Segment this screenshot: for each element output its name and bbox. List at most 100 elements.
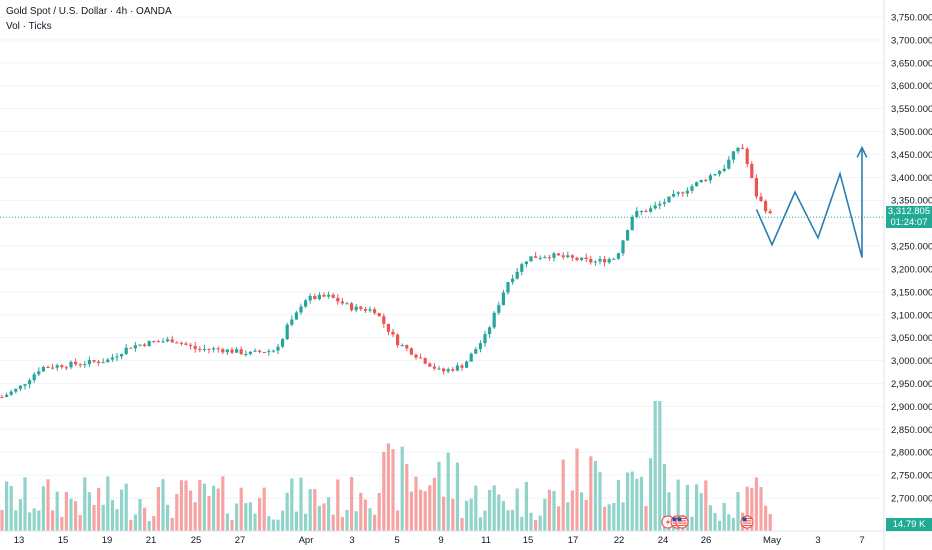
price-axis[interactable]: 2,700.000 2,750.000 2,800.000 2,850.000 2,90… xyxy=(891,13,932,505)
volume-bar xyxy=(285,492,289,531)
volume-bar xyxy=(110,499,114,531)
candle-body xyxy=(120,354,124,357)
candle-body xyxy=(202,348,206,350)
candle-body xyxy=(741,147,745,149)
volume-bar xyxy=(437,461,441,531)
candle-body xyxy=(722,168,726,171)
candle-body xyxy=(115,356,119,358)
candle-body xyxy=(731,151,735,160)
candle-body xyxy=(465,361,469,368)
candle-body xyxy=(653,205,657,209)
volume-indicator-label[interactable]: Vol · Ticks xyxy=(6,21,52,32)
volume-bar xyxy=(419,489,423,531)
price-tick-label: 3,050.000 xyxy=(891,333,932,344)
candle-body xyxy=(428,363,432,367)
candle-body xyxy=(713,174,717,176)
candle-body xyxy=(308,296,312,301)
candle-body xyxy=(754,178,758,197)
candle-body xyxy=(488,327,492,335)
volume-bar xyxy=(713,512,717,531)
symbol-title[interactable]: Gold Spot / U.S. Dollar · 4h · OANDA xyxy=(6,6,172,17)
volume-bar xyxy=(423,491,427,531)
candle-body xyxy=(285,324,289,340)
candle-body xyxy=(276,346,280,351)
event-icons[interactable] xyxy=(661,515,754,529)
candle-body xyxy=(497,305,501,313)
volume-bar xyxy=(230,520,234,531)
candle-body xyxy=(759,196,763,202)
volume-bar xyxy=(179,480,183,531)
candle-body xyxy=(184,343,188,345)
candle-body xyxy=(474,349,478,354)
volume-bar xyxy=(575,448,579,531)
volume-bar xyxy=(561,459,565,531)
volume-bar xyxy=(474,485,478,531)
volume-bar xyxy=(124,483,128,531)
volume-bars xyxy=(0,401,772,531)
volume-bar xyxy=(184,480,188,531)
candle-body xyxy=(129,347,133,349)
volume-bar xyxy=(363,499,367,531)
candle-body xyxy=(299,306,303,313)
us-flag-icon[interactable] xyxy=(675,515,689,529)
volume-bar xyxy=(308,489,312,531)
volume-bar xyxy=(478,517,482,531)
candle-body xyxy=(736,147,740,152)
time-tick-label: 13 xyxy=(14,535,25,546)
projection-path[interactable] xyxy=(755,147,863,258)
volume-bar xyxy=(55,491,59,531)
candle-body xyxy=(396,334,400,346)
time-axis[interactable]: 13 15 19 21 25 27 Apr 3 5 9 11 15 17 22 24 26 May 3 7 xyxy=(14,535,865,546)
candle-body xyxy=(750,163,754,179)
candle-body xyxy=(727,159,731,169)
time-tick-label: 11 xyxy=(481,535,491,546)
candle-body xyxy=(534,256,538,258)
volume-bar xyxy=(143,507,147,531)
candle-body xyxy=(212,348,216,350)
candle-body xyxy=(511,278,515,283)
candle-body xyxy=(690,186,694,191)
candle-body xyxy=(239,349,243,355)
volume-bar xyxy=(28,512,32,531)
time-tick-label: 27 xyxy=(235,535,246,546)
volume-bar xyxy=(547,489,551,531)
candle-body xyxy=(460,365,464,368)
candle-body xyxy=(290,319,294,325)
candle-body xyxy=(570,255,574,258)
volume-bar xyxy=(267,516,271,531)
candle-body xyxy=(699,179,703,183)
volume-bar xyxy=(557,506,561,531)
volume-bar xyxy=(373,514,377,531)
volume-bar xyxy=(695,484,699,531)
candle-body xyxy=(350,303,354,311)
volume-bar xyxy=(483,510,487,531)
volume-bar xyxy=(699,493,703,531)
candle-body xyxy=(745,148,749,164)
candle-body xyxy=(327,294,331,297)
candle-body xyxy=(639,210,643,212)
volume-bar xyxy=(120,489,124,531)
volume-bar xyxy=(225,513,229,531)
volume-bar xyxy=(584,499,588,531)
volume-bar xyxy=(175,493,179,531)
volume-bar xyxy=(322,503,326,531)
candle-body xyxy=(616,253,620,259)
volume-bar xyxy=(442,496,446,531)
volume-bar xyxy=(262,487,266,531)
price-tick-label: 3,600.000 xyxy=(891,81,932,92)
volume-bar xyxy=(368,508,372,531)
price-tick-label: 3,550.000 xyxy=(891,104,932,115)
volume-bar xyxy=(428,485,432,531)
candle-body xyxy=(14,388,18,392)
candle-body xyxy=(97,361,101,364)
candle-body xyxy=(336,297,340,302)
volume-bar xyxy=(455,462,459,531)
candle-body xyxy=(515,271,519,279)
candle-body xyxy=(37,371,41,375)
candle-body xyxy=(681,192,685,194)
candle-body xyxy=(708,175,712,181)
volume-bar xyxy=(405,464,409,531)
candle-body xyxy=(704,179,708,181)
us-flag-icon[interactable] xyxy=(740,515,754,529)
